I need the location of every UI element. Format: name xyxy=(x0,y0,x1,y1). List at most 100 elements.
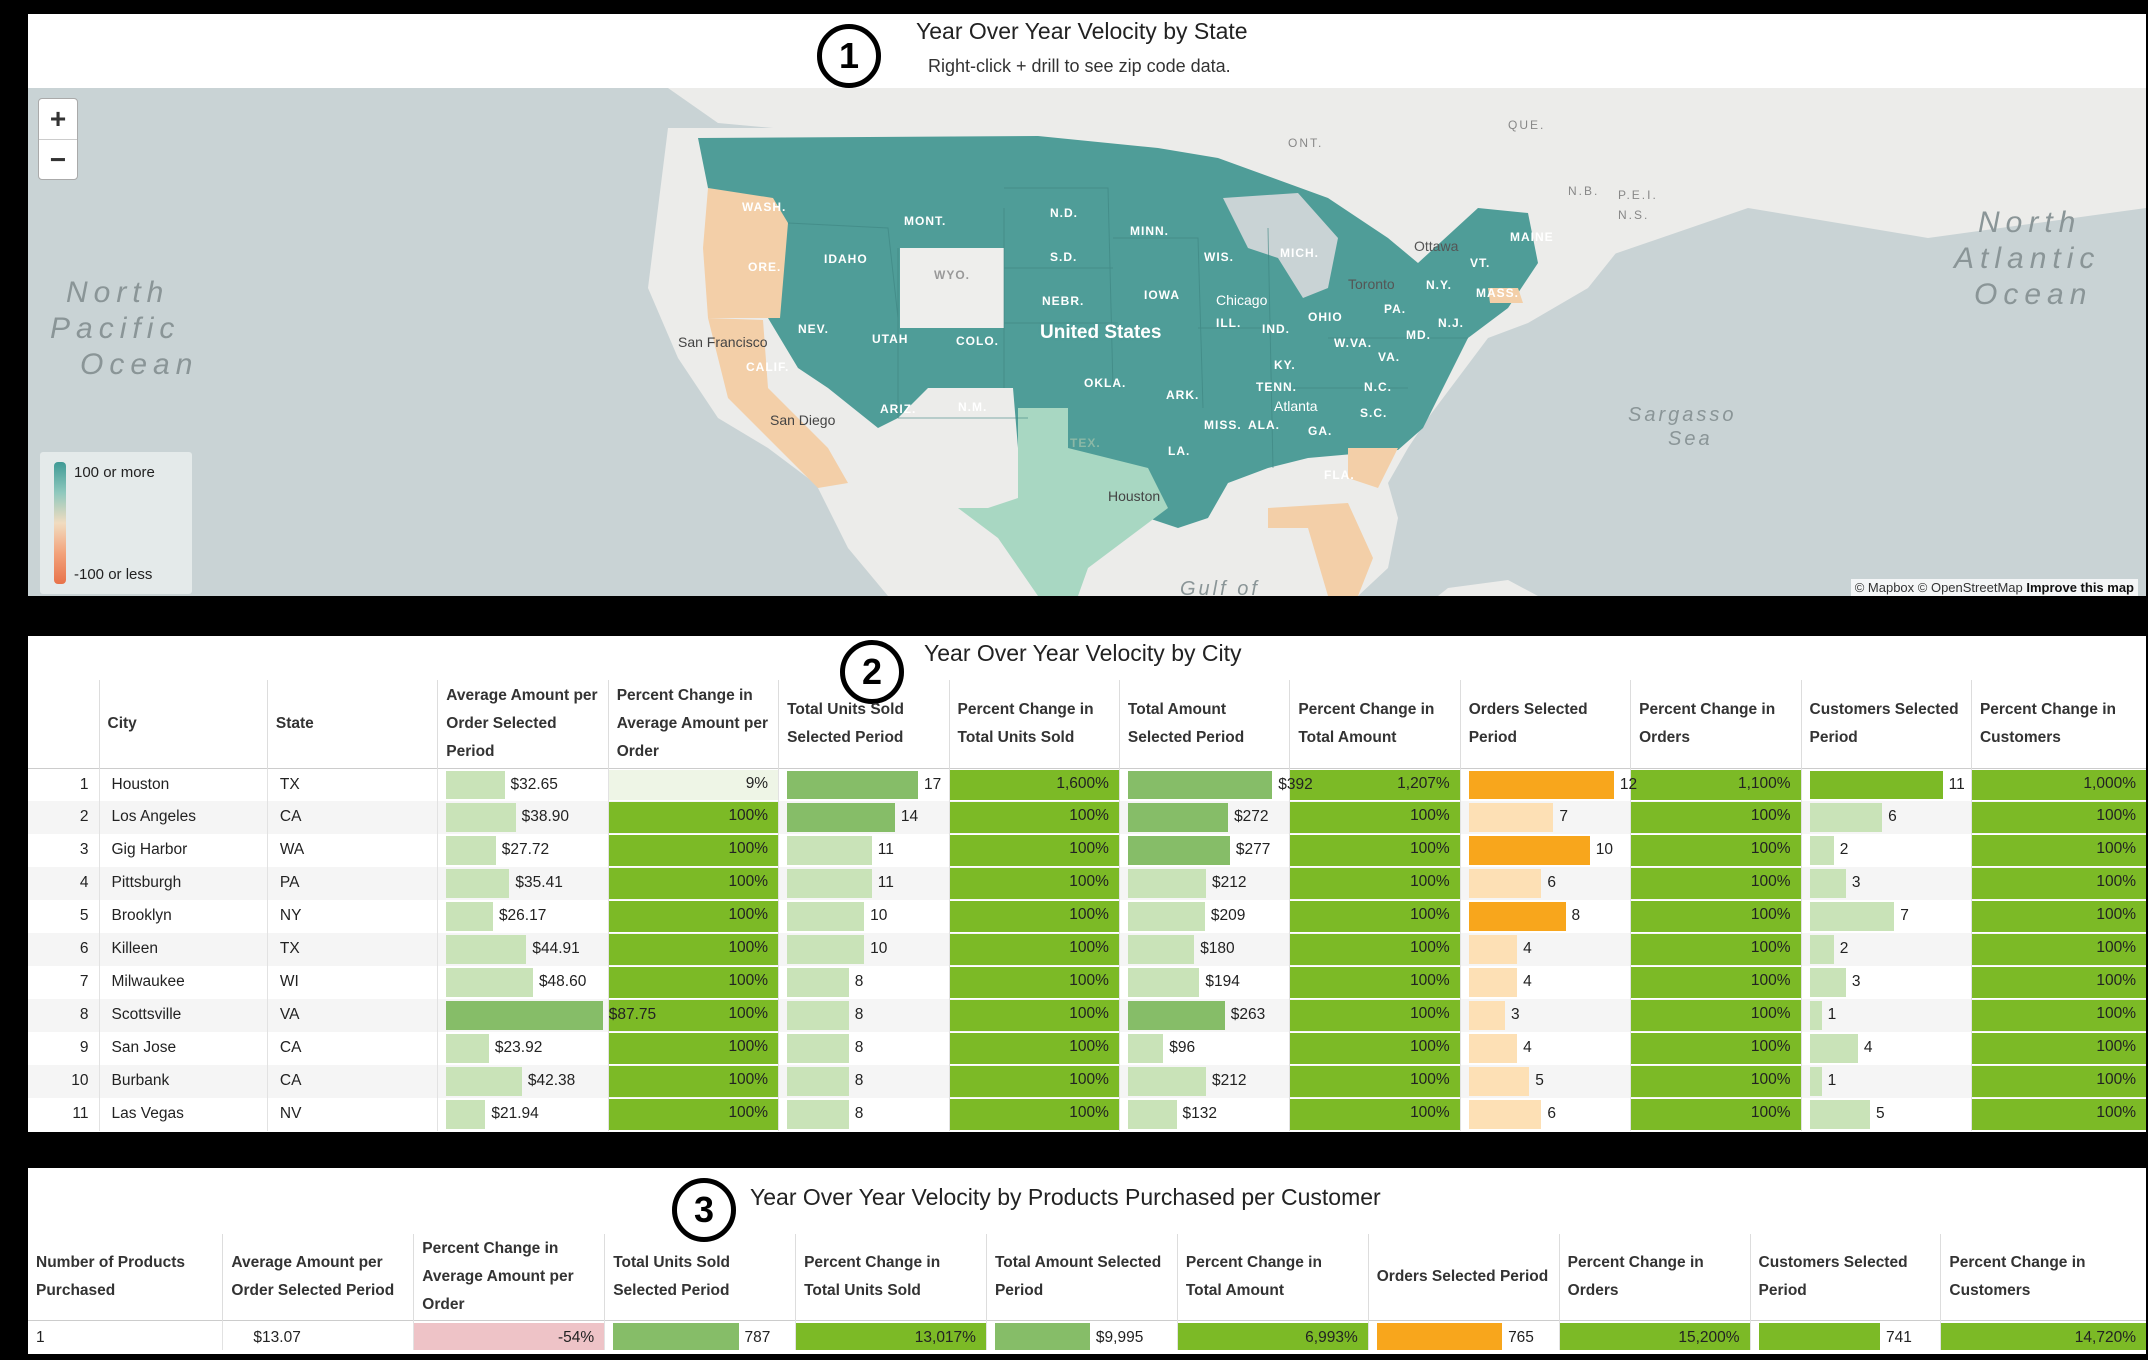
map-canvas[interactable] xyxy=(28,88,2146,596)
percent-cell[interactable]: 100% xyxy=(949,1098,1120,1131)
percent-cell[interactable]: 100% xyxy=(1630,1098,1802,1131)
percent-cell[interactable]: 100% xyxy=(1289,834,1461,867)
percent-cell[interactable]: 100% xyxy=(608,1032,780,1065)
percent-cell[interactable]: 100% xyxy=(1289,1065,1461,1098)
percent-cell[interactable]: 100% xyxy=(949,966,1120,999)
percent-cell[interactable]: 1,100% xyxy=(1630,768,1802,801)
percent-cell[interactable]: 100% xyxy=(1289,867,1461,900)
bar-cell[interactable]: 11 xyxy=(1801,768,1972,801)
column-header[interactable]: Customers Selected Period xyxy=(1750,1234,1942,1320)
percent-cell[interactable]: 100% xyxy=(1289,801,1461,834)
percent-cell[interactable]: 100% xyxy=(1630,933,1802,966)
bar-cell[interactable]: 8 xyxy=(778,966,950,999)
percent-cell[interactable]: 100% xyxy=(608,867,780,900)
column-header[interactable]: Orders Selected Period xyxy=(1368,1234,1560,1320)
value-cell[interactable]: $13.07 xyxy=(222,1320,415,1350)
percent-cell[interactable]: 100% xyxy=(1971,1098,2146,1131)
column-header[interactable]: Customers Selected Period xyxy=(1801,680,1972,768)
column-header[interactable]: Percent Change in Total Units Sold xyxy=(795,1234,987,1320)
column-header[interactable]: Percent Change in Customers xyxy=(1971,680,2146,768)
percent-cell[interactable]: 100% xyxy=(1630,900,1802,933)
percent-cell[interactable]: 100% xyxy=(1289,933,1461,966)
percent-cell[interactable]: 100% xyxy=(1971,966,2146,999)
percent-cell[interactable]: 100% xyxy=(608,966,780,999)
percent-cell[interactable]: 100% xyxy=(1971,834,2146,867)
bar-cell[interactable]: 2 xyxy=(1801,933,1972,966)
bar-cell[interactable]: $212 xyxy=(1119,1065,1291,1098)
bar-cell[interactable]: $27.72 xyxy=(437,834,609,867)
bar-cell[interactable]: 8 xyxy=(778,1098,950,1131)
column-header[interactable]: Orders Selected Period xyxy=(1460,680,1632,768)
table-row[interactable]: 5 Brooklyn NY $26.17 100% 10 100% $209 100% 8 100%… xyxy=(28,900,2146,933)
column-header[interactable]: Percent Change in Orders xyxy=(1630,680,1802,768)
table-row[interactable]: 1 Houston TX $32.65 9% 17 1,600% $392 1,207% 12 1,… xyxy=(28,768,2146,801)
bar-cell[interactable]: 7 xyxy=(1460,801,1632,834)
bar-cell[interactable]: $44.91 xyxy=(437,933,609,966)
column-header[interactable]: Total Units Sold Selected Period xyxy=(778,680,950,768)
bar-cell[interactable]: $212 xyxy=(1119,867,1291,900)
zoom-in-button[interactable]: + xyxy=(49,103,67,134)
percent-cell[interactable]: 100% xyxy=(1971,801,2146,834)
bar-cell[interactable]: 2 xyxy=(1801,834,1972,867)
bar-cell[interactable]: $87.75 xyxy=(437,999,656,1032)
bar-cell[interactable]: 8 xyxy=(778,999,950,1032)
percent-cell[interactable]: 100% xyxy=(1289,1032,1461,1065)
value-cell[interactable]: $9,995 xyxy=(986,1320,1178,1350)
bar-cell[interactable]: 3 xyxy=(1801,966,1972,999)
value-cell[interactable]: 787 xyxy=(604,1320,797,1350)
zoom-out-button[interactable]: − xyxy=(39,139,77,179)
bar-cell[interactable]: $21.94 xyxy=(437,1098,609,1131)
table-row[interactable]: 6 Killeen TX $44.91 100% 10 100% $180 100% 4 100% 2… xyxy=(28,933,2146,966)
percent-cell[interactable]: 100% xyxy=(1630,966,1802,999)
bar-cell[interactable]: 11 xyxy=(778,867,950,900)
bar-cell[interactable]: 5 xyxy=(1460,1065,1632,1098)
bar-cell[interactable]: 17 xyxy=(778,768,950,801)
percent-cell[interactable]: 100% xyxy=(1630,1065,1802,1098)
percent-cell[interactable]: 100% xyxy=(1971,900,2146,933)
percent-cell[interactable]: 100% xyxy=(949,834,1120,867)
percent-cell[interactable]: 100% xyxy=(1289,900,1461,933)
bar-cell[interactable]: 12 xyxy=(1460,768,1637,801)
bar-cell[interactable]: 3 xyxy=(1460,999,1632,1032)
percent-cell[interactable]: 100% xyxy=(1630,1032,1802,1065)
bar-cell[interactable]: $26.17 xyxy=(437,900,609,933)
value-cell[interactable]: 14,720% xyxy=(1941,1320,2146,1350)
percent-cell[interactable]: 100% xyxy=(1971,867,2146,900)
bar-cell[interactable]: 6 xyxy=(1801,801,1972,834)
percent-cell[interactable]: 100% xyxy=(608,900,780,933)
column-header[interactable]: Average Amount per Order Selected Period xyxy=(437,680,609,768)
table-row[interactable]: 1 $13.07 -54% 787 13,017% $9,995 6,993% 765 15,2… xyxy=(28,1320,2146,1350)
bar-cell[interactable]: 1 xyxy=(1801,999,1972,1032)
percent-cell[interactable]: 9% xyxy=(608,768,780,801)
bar-cell[interactable]: 8 xyxy=(1460,900,1632,933)
column-header[interactable]: State xyxy=(267,680,439,768)
percent-cell[interactable]: 100% xyxy=(949,1065,1120,1098)
column-header[interactable]: Total Amount Selected Period xyxy=(986,1234,1178,1320)
percent-cell[interactable]: 100% xyxy=(949,1032,1120,1065)
bar-cell[interactable]: $96 xyxy=(1119,1032,1291,1065)
percent-cell[interactable]: 100% xyxy=(1289,999,1461,1032)
table-row[interactable]: 8 Scottsville VA $87.75 100% 8 100% $263 100% 3 10… xyxy=(28,999,2146,1032)
percent-cell[interactable]: 100% xyxy=(608,999,780,1032)
bar-cell[interactable]: $132 xyxy=(1119,1098,1291,1131)
percent-cell[interactable]: 100% xyxy=(1971,1032,2146,1065)
choropleth-map[interactable]: North Pacific Ocean North Atlantic Ocean… xyxy=(28,88,2146,596)
bar-cell[interactable]: $48.60 xyxy=(437,966,609,999)
value-cell[interactable]: 15,200% xyxy=(1559,1320,1751,1350)
column-header[interactable]: Percent Change in Total Units Sold xyxy=(949,680,1120,768)
percent-cell[interactable]: 1,207% xyxy=(1289,768,1461,801)
table-row[interactable]: 7 Milwaukee WI $48.60 100% 8 100% $194 100% 4 100%… xyxy=(28,966,2146,999)
column-header[interactable]: Total Units Sold Selected Period xyxy=(604,1234,797,1320)
bar-cell[interactable]: 5 xyxy=(1801,1098,1972,1131)
percent-cell[interactable]: 100% xyxy=(1630,801,1802,834)
bar-cell[interactable]: 1 xyxy=(1801,1065,1972,1098)
bar-cell[interactable]: $42.38 xyxy=(437,1065,609,1098)
bar-cell[interactable]: $35.41 xyxy=(437,867,609,900)
table-row[interactable]: 10 Burbank CA $42.38 100% 8 100% $212 100% 5 100% 1… xyxy=(28,1065,2146,1098)
column-header[interactable]: Percent Change in Average Amount per Ord… xyxy=(608,680,780,768)
bar-cell[interactable]: $277 xyxy=(1119,834,1291,867)
percent-cell[interactable]: 100% xyxy=(949,867,1120,900)
bar-cell[interactable]: 3 xyxy=(1801,867,1972,900)
value-cell[interactable]: 6,993% xyxy=(1177,1320,1369,1350)
percent-cell[interactable]: 100% xyxy=(1971,999,2146,1032)
